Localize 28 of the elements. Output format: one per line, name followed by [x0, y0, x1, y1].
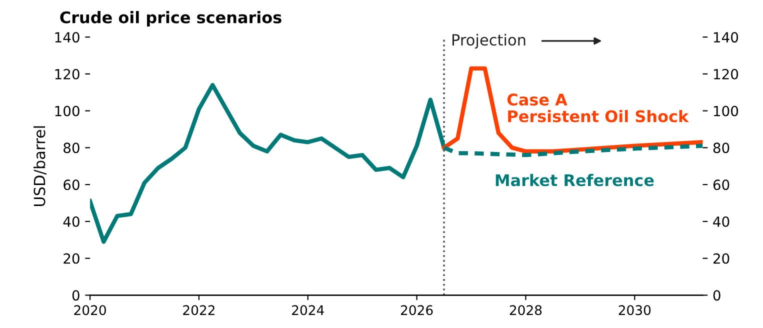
x-tick-label: 2028 [510, 305, 542, 316]
y2-tick-label: 40 [713, 216, 730, 227]
y2-tick-label: 140 [714, 32, 738, 43]
y2-tick-label: 20 [713, 253, 730, 264]
y-tick-label: 140 [55, 32, 80, 43]
line-series [442, 66, 703, 154]
x-tick-label: 2030 [618, 305, 651, 316]
y2-tick-label: 80 [713, 142, 730, 154]
y-tick-label: 120 [55, 68, 80, 80]
y-tick-label: 80 [64, 142, 80, 154]
chart-title: Crude oil price scenarios [60, 11, 282, 26]
x-tick-label: 2022 [183, 305, 214, 316]
y2-tick-label: 100 [714, 106, 738, 116]
y-tick-label: 40 [63, 216, 80, 227]
series-label: Market Reference [496, 174, 654, 186]
x-tick-label: 2020 [74, 305, 106, 316]
x-tick-label: 2026 [400, 305, 433, 316]
y2-tick-label: 120 [714, 68, 738, 80]
y2-tick-label: 0 [713, 290, 720, 301]
y-tick-label: 20 [64, 253, 80, 264]
y-tick-label: 60 [64, 180, 80, 190]
y-tick-label: 0 [72, 290, 80, 301]
ref-line-label: Projection [452, 34, 526, 49]
series-label: Case A Persistent Oil Shock [507, 94, 689, 122]
y2-tick-label: 60 [713, 180, 730, 190]
x-tick-label: 2024 [292, 305, 324, 316]
y-tick-label: 100 [55, 106, 80, 116]
y-axis-title: USD/barrel [33, 126, 46, 206]
